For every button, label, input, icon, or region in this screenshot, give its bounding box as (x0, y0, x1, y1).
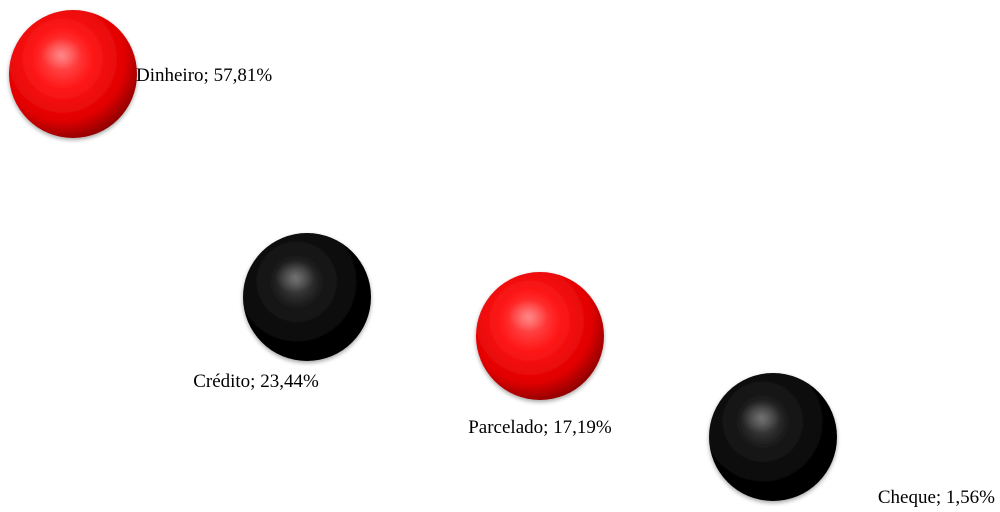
bubble-cheque: Cheque; 1,56% (709, 373, 995, 508)
highlight-cheque (741, 401, 781, 433)
data-point-dinheiro (9, 10, 137, 138)
data-label-cheque: Cheque; 1,56% (878, 487, 995, 508)
data-label-parcelado: Parcelado; 17,19% (468, 417, 612, 438)
data-point-parcelado (476, 272, 604, 400)
bubble-dinheiro: Dinheiro; 57,81% (9, 10, 272, 138)
data-point-cheque (709, 373, 837, 501)
highlight-dinheiro (41, 38, 81, 70)
highlight-parcelado (508, 300, 548, 332)
data-point-credito (243, 233, 371, 361)
data-label-dinheiro: Dinheiro; 57,81% (136, 65, 272, 86)
bubble-credito: Crédito; 23,44% (193, 233, 371, 392)
highlight-credito (275, 261, 315, 293)
data-label-credito: Crédito; 23,44% (193, 371, 319, 392)
bubble-parcelado: Parcelado; 17,19% (468, 272, 612, 438)
